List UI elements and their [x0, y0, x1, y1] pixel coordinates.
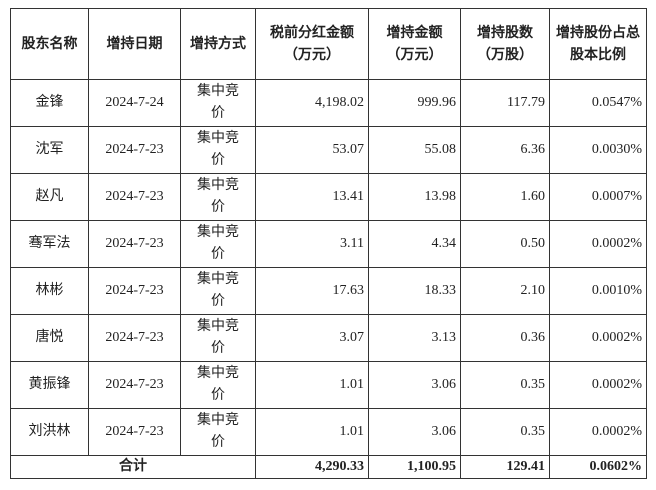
- total-cell: 合计: [10, 455, 256, 479]
- table-cell: 4.34: [368, 220, 461, 268]
- table-row: 骞军法 2024-7-23 集中竞价 3.11 4.34 0.50 0.0002%: [10, 220, 647, 268]
- table-row: 黄振锋 2024-7-23 集中竞价 1.01 3.06 0.35 0.0002%: [10, 361, 647, 409]
- table-body: 金锋 2024-7-24 集中竞价 4,198.02 999.96 117.79 0.054…: [10, 79, 647, 479]
- table-cell: 0.0007%: [549, 173, 647, 221]
- column-header: 增持股份占总股本比例: [549, 8, 647, 80]
- table-cell: 0.0010%: [549, 267, 647, 315]
- column-header: 增持方式: [180, 8, 256, 80]
- table-cell: 117.79: [460, 79, 550, 127]
- table-cell: 集中竞价: [180, 361, 256, 409]
- table-cell: 18.33: [368, 267, 461, 315]
- column-header: 增持日期: [88, 8, 181, 80]
- table-cell: 6.36: [460, 126, 550, 174]
- table-cell: 集中竞价: [180, 267, 256, 315]
- column-header: 税前分红金额（万元）: [255, 8, 369, 80]
- table-row: 刘洪林 2024-7-23 集中竞价 1.01 3.06 0.35 0.0002%: [10, 408, 647, 456]
- table-cell: 骞军法: [10, 220, 89, 268]
- table-cell: 金锋: [10, 79, 89, 127]
- table-cell: 999.96: [368, 79, 461, 127]
- table-cell: 3.06: [368, 408, 461, 456]
- table-cell: 53.07: [255, 126, 369, 174]
- table-cell: 2024-7-23: [88, 361, 181, 409]
- table-cell: 赵凡: [10, 173, 89, 221]
- table-cell: 黄振锋: [10, 361, 89, 409]
- table-cell: 0.0547%: [549, 79, 647, 127]
- table-cell: 0.0002%: [549, 408, 647, 456]
- table-cell: 2024-7-23: [88, 126, 181, 174]
- table-cell: 2024-7-23: [88, 314, 181, 362]
- total-cell: 129.41: [460, 455, 550, 479]
- table-cell: 集中竞价: [180, 173, 256, 221]
- table-cell: 集中竞价: [180, 314, 256, 362]
- table-cell: 1.01: [255, 361, 369, 409]
- table-cell: 3.06: [368, 361, 461, 409]
- table-cell: 0.35: [460, 361, 550, 409]
- table-row: 林彬 2024-7-23 集中竞价 17.63 18.33 2.10 0.0010%: [10, 267, 647, 315]
- column-header: 股东名称: [10, 8, 89, 80]
- table-cell: 集中竞价: [180, 79, 256, 127]
- table-cell: 13.98: [368, 173, 461, 221]
- table-cell: 刘洪林: [10, 408, 89, 456]
- table-cell: 1.60: [460, 173, 550, 221]
- table-cell: 2024-7-24: [88, 79, 181, 127]
- table-row: 唐悦 2024-7-23 集中竞价 3.07 3.13 0.36 0.0002%: [10, 314, 647, 362]
- table-cell: 4,198.02: [255, 79, 369, 127]
- table-cell: 集中竞价: [180, 220, 256, 268]
- table-cell: 林彬: [10, 267, 89, 315]
- table-cell: 2024-7-23: [88, 173, 181, 221]
- table-cell: 2024-7-23: [88, 267, 181, 315]
- table-row: 赵凡 2024-7-23 集中竞价 13.41 13.98 1.60 0.0007%: [10, 173, 647, 221]
- column-header: 增持金额（万元）: [368, 8, 461, 80]
- table-cell: 3.11: [255, 220, 369, 268]
- column-header: 增持股数（万股）: [460, 8, 550, 80]
- table-row: 金锋 2024-7-24 集中竞价 4,198.02 999.96 117.79 0.054…: [10, 79, 647, 127]
- table-cell: 17.63: [255, 267, 369, 315]
- table-cell: 3.07: [255, 314, 369, 362]
- total-cell: 0.0602%: [549, 455, 647, 479]
- header-row: 股东名称 增持日期 增持方式 税前分红金额（万元） 增持金额（万元） 增持股数（万股） 增持…: [10, 8, 647, 80]
- table-cell: 0.0002%: [549, 314, 647, 362]
- total-cell: 4,290.33: [255, 455, 369, 479]
- table-cell: 2024-7-23: [88, 408, 181, 456]
- table-cell: 13.41: [255, 173, 369, 221]
- table-cell: 0.35: [460, 408, 550, 456]
- table-cell: 唐悦: [10, 314, 89, 362]
- table-row: 沈军 2024-7-23 集中竞价 53.07 55.08 6.36 0.0030%: [10, 126, 647, 174]
- table-cell: 0.50: [460, 220, 550, 268]
- table-cell: 1.01: [255, 408, 369, 456]
- table-cell: 3.13: [368, 314, 461, 362]
- total-row: 合计 4,290.33 1,100.95 129.41 0.0602%: [10, 455, 647, 479]
- table-cell: 2024-7-23: [88, 220, 181, 268]
- table-cell: 0.0002%: [549, 361, 647, 409]
- table-cell: 0.0002%: [549, 220, 647, 268]
- table-cell: 0.0030%: [549, 126, 647, 174]
- table-cell: 0.36: [460, 314, 550, 362]
- table-cell: 55.08: [368, 126, 461, 174]
- table-cell: 集中竞价: [180, 408, 256, 456]
- total-cell: 1,100.95: [368, 455, 461, 479]
- table-cell: 沈军: [10, 126, 89, 174]
- holdings-table: 股东名称 增持日期 增持方式 税前分红金额（万元） 增持金额（万元） 增持股数（万股） 增持…: [10, 8, 647, 479]
- table-cell: 集中竞价: [180, 126, 256, 174]
- table-cell: 2.10: [460, 267, 550, 315]
